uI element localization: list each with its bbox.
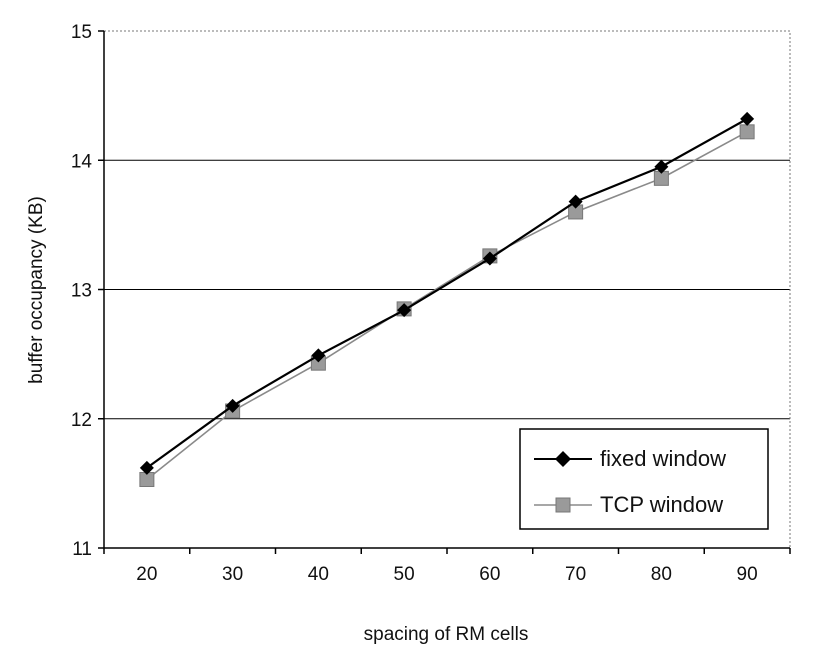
y-tick-label-15: 15: [71, 22, 92, 43]
legend-marker-tcp-window: [555, 497, 571, 513]
x-tick-label-30: 30: [222, 564, 243, 585]
x-axis-ticks: 20 30 40 50 60 70 80 90: [103, 548, 791, 585]
x-tick-label-20: 20: [136, 564, 157, 585]
x-tick-label-90: 90: [737, 564, 758, 585]
legend-marker-fixed-window: [555, 451, 571, 467]
x-tick-label-60: 60: [479, 564, 500, 585]
series-line-tcp-window: [146, 131, 748, 481]
y-tick-label-13: 13: [71, 281, 92, 302]
point-fixed-window-50: [397, 303, 412, 318]
x-tick-label-70: 70: [565, 564, 586, 585]
legend-label-tcp-window: TCP window: [600, 492, 723, 517]
series-line-fixed-window: [146, 117, 748, 469]
y-tick-label-14: 14: [71, 151, 93, 172]
y-axis-ticks: 11 12 13 14 15: [71, 22, 104, 560]
point-fixed-window-20: [139, 460, 154, 475]
point-fixed-window-80: [654, 159, 669, 174]
x-tick-label-40: 40: [308, 564, 329, 585]
gridlines: [104, 159, 790, 420]
y-tick-label-12: 12: [71, 410, 92, 431]
x-axis-title: spacing of RM cells: [364, 624, 529, 645]
point-fixed-window-70: [568, 194, 583, 209]
y-axis-title: buffer occupancy (KB): [26, 196, 47, 384]
series-layer: [139, 111, 755, 487]
y-tick-label-11: 11: [72, 539, 92, 560]
x-tick-label-50: 50: [394, 564, 415, 585]
point-fixed-window-60: [482, 251, 497, 266]
legend-label-fixed-window: fixed window: [600, 446, 726, 471]
point-fixed-window-90: [740, 111, 755, 126]
point-tcp-window-90: [739, 124, 755, 140]
legend: fixed window TCP window: [519, 428, 769, 530]
point-fixed-window-40: [311, 348, 326, 363]
point-fixed-window-30: [225, 398, 240, 413]
x-tick-label-80: 80: [651, 564, 672, 585]
